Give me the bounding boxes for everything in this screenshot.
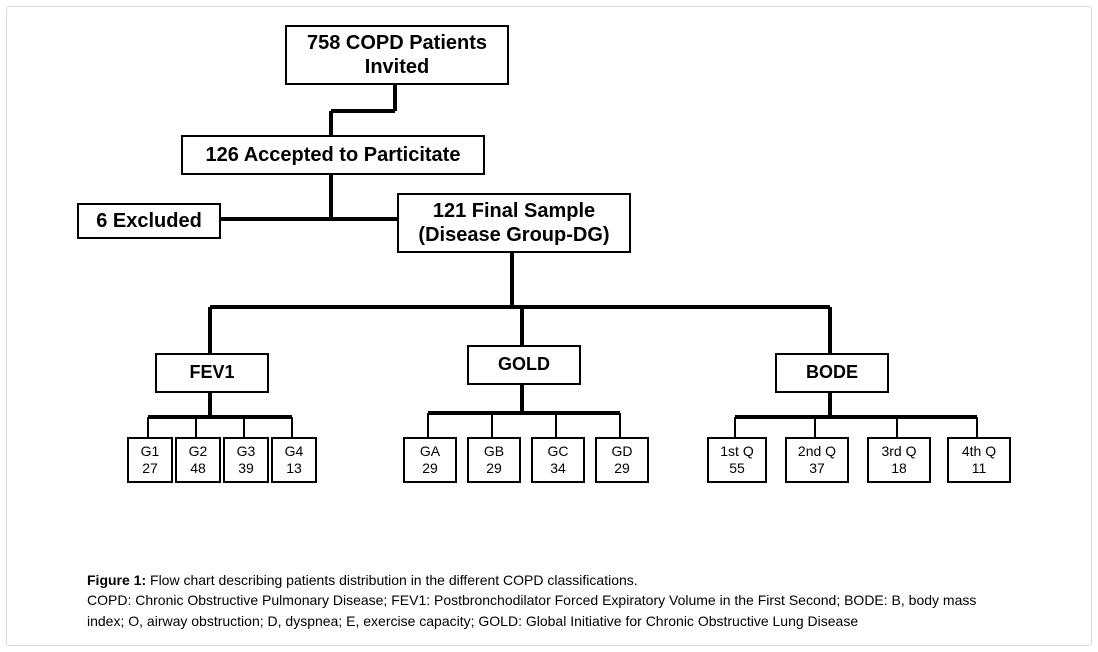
node-accepted: 126 Accepted to Particitate [181, 135, 485, 175]
leaf-val: 13 [286, 460, 302, 477]
leaf-key: 2nd Q [798, 443, 836, 460]
node-category-fev1: FEV1 [155, 353, 269, 393]
node-excluded-label: 6 Excluded [96, 209, 202, 233]
leaf-val: 37 [809, 460, 825, 477]
figure-panel: 758 COPD Patients Invited 126 Accepted t… [6, 6, 1092, 646]
leaf-fev-g2: G2 48 [175, 437, 221, 483]
leaf-val: 18 [891, 460, 907, 477]
figure-frame: 758 COPD Patients Invited 126 Accepted t… [0, 0, 1098, 652]
leaf-key: G1 [141, 443, 160, 460]
node-root-line1: 758 COPD Patients [307, 31, 487, 55]
caption-abbrev: COPD: Chronic Obstructive Pulmonary Dise… [87, 590, 1011, 631]
figure-caption: Figure 1: Flow chart describing patients… [87, 570, 1011, 631]
node-sample-line1: 121 Final Sample [433, 199, 595, 223]
leaf-key: G4 [285, 443, 304, 460]
leaf-bode-q3: 3rd Q 18 [867, 437, 931, 483]
node-root: 758 COPD Patients Invited [285, 25, 509, 85]
leaf-fev-g4: G4 13 [271, 437, 317, 483]
node-sample-line2: (Disease Group-DG) [418, 223, 609, 247]
leaf-fev-g1: G1 27 [127, 437, 173, 483]
leaf-val: 29 [614, 460, 630, 477]
caption-desc: Flow chart describing patients distribut… [146, 572, 638, 588]
leaf-bode-q1: 1st Q 55 [707, 437, 767, 483]
leaf-key: G2 [189, 443, 208, 460]
caption-line1: Figure 1: Flow chart describing patients… [87, 570, 1011, 590]
leaf-val: 29 [422, 460, 438, 477]
caption-title: Figure 1: [87, 572, 146, 588]
cat-gold-label: GOLD [498, 354, 550, 376]
cat-fev1-label: FEV1 [189, 362, 234, 384]
leaf-val: 55 [729, 460, 745, 477]
leaf-key: GC [548, 443, 569, 460]
leaf-val: 11 [972, 460, 987, 477]
leaf-key: GA [420, 443, 440, 460]
leaf-gold-gc: GC 34 [531, 437, 585, 483]
leaf-val: 29 [486, 460, 502, 477]
node-accepted-label: 126 Accepted to Particitate [206, 143, 461, 167]
leaf-val: 34 [550, 460, 566, 477]
node-category-bode: BODE [775, 353, 889, 393]
leaf-bode-q4: 4th Q 11 [947, 437, 1011, 483]
leaf-gold-gb: GB 29 [467, 437, 521, 483]
leaf-key: 1st Q [720, 443, 753, 460]
leaf-val: 39 [238, 460, 254, 477]
leaf-key: 3rd Q [881, 443, 916, 460]
node-root-line2: Invited [365, 55, 429, 79]
node-category-gold: GOLD [467, 345, 581, 385]
leaf-key: 4th Q [962, 443, 996, 460]
leaf-fev-g3: G3 39 [223, 437, 269, 483]
leaf-gold-gd: GD 29 [595, 437, 649, 483]
node-excluded: 6 Excluded [77, 203, 221, 239]
leaf-val: 48 [190, 460, 206, 477]
leaf-gold-ga: GA 29 [403, 437, 457, 483]
leaf-key: GB [484, 443, 504, 460]
flowchart-connectors [7, 7, 1093, 647]
leaf-key: GD [612, 443, 633, 460]
leaf-key: G3 [237, 443, 256, 460]
leaf-bode-q2: 2nd Q 37 [785, 437, 849, 483]
leaf-val: 27 [142, 460, 158, 477]
node-final-sample: 121 Final Sample (Disease Group-DG) [397, 193, 631, 253]
cat-bode-label: BODE [806, 362, 858, 384]
